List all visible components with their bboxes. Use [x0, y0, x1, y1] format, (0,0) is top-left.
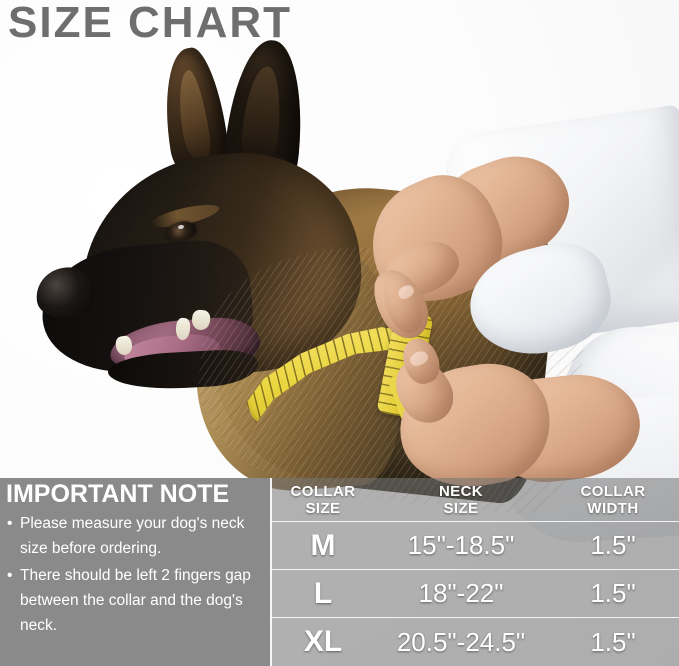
cell-collar-size: L: [313, 576, 333, 610]
size-table: COLLAR SIZE NECK SIZE COLLAR WIDTH M 15"…: [271, 478, 679, 666]
cell-neck-size: 18"-22": [418, 578, 504, 608]
cell-collar-size: M: [310, 528, 336, 562]
list-item: • There should be left 2 fingers gap bet…: [6, 563, 263, 638]
important-note-heading: IMPORTANT NOTE: [6, 480, 230, 508]
bullet-icon: •: [7, 567, 13, 584]
page-title: SIZE CHART: [8, 0, 292, 47]
column-header-neck-size: NECK SIZE: [375, 483, 547, 517]
bullet-icon: •: [7, 515, 13, 532]
important-note-panel: IMPORTANT NOTE • Please measure your dog…: [0, 478, 271, 666]
cell-collar-width: 1.5": [590, 626, 636, 657]
table-header-row: COLLAR SIZE NECK SIZE COLLAR WIDTH: [271, 478, 679, 522]
list-item: • Please measure your dog's neck size be…: [6, 511, 263, 561]
bottom-info-band: IMPORTANT NOTE • Please measure your dog…: [0, 478, 679, 666]
column-header-line: NECK: [438, 482, 484, 500]
cell-collar-width: 1.5": [590, 578, 636, 608]
important-note-list: • Please measure your dog's neck size be…: [6, 511, 263, 638]
cell-collar-width: 1.5": [590, 530, 636, 560]
cell-neck-size: 15"-18.5": [407, 530, 515, 560]
column-header-line: COLLAR: [580, 482, 646, 500]
table-row: XL 20.5"-24.5" 1.5": [271, 618, 679, 666]
column-header-line: COLLAR: [290, 482, 356, 500]
column-header-line: SIZE: [443, 499, 479, 517]
column-header-collar-size: COLLAR SIZE: [271, 483, 375, 517]
column-header-collar-width: COLLAR WIDTH: [547, 483, 679, 517]
cell-collar-size: XL: [303, 625, 343, 658]
list-item-text: Please measure your dog's neck size befo…: [20, 515, 245, 557]
cell-neck-size: 20.5"-24.5": [396, 626, 526, 657]
table-row: M 15"-18.5" 1.5": [271, 522, 679, 570]
column-header-line: WIDTH: [587, 499, 639, 517]
size-table-grid: COLLAR SIZE NECK SIZE COLLAR WIDTH M 15"…: [271, 478, 679, 666]
column-header-line: SIZE: [305, 499, 341, 517]
note-table-divider: [270, 478, 272, 666]
list-item-text: There should be left 2 fingers gap betwe…: [20, 567, 251, 634]
table-row: L 18"-22" 1.5": [271, 570, 679, 618]
